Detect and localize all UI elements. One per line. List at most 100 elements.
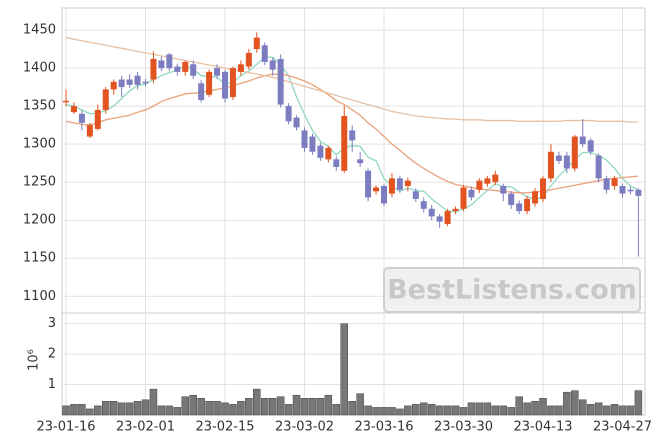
y-tick-label: 1 [48,377,56,392]
candle-body [245,52,252,67]
volume-bar [396,408,404,416]
volume-bar [268,398,277,416]
volume-bar [594,402,603,416]
volume-bar [372,407,380,416]
candle-body [571,136,578,169]
x-tick-label: 23-02-01 [116,420,175,435]
volume-bar [475,402,484,416]
candle-body [277,58,284,105]
candle-body [524,198,531,212]
y-tick-label: 1250 [23,175,56,190]
candle-body [78,113,85,123]
volume-bar [467,402,476,416]
volume-bar [618,405,627,416]
x-tick-label: 23-04-27 [593,420,652,435]
volume-bar [284,404,293,416]
candle-body [237,64,244,72]
volume-bar [213,401,221,416]
candle-body [619,185,626,194]
volume-bar [165,405,174,416]
watermark: BestListens.com [383,267,641,313]
volume-bar [324,394,333,416]
volume-bar [610,404,619,416]
candle-body [86,125,93,137]
x-tick-label: 23-03-16 [354,420,413,435]
volume-bar [332,404,341,416]
candle-body [198,83,205,101]
volume-bar [380,407,388,416]
volume-bar [205,401,213,416]
candle-body [420,201,427,209]
volume-bar [308,398,317,416]
volume-bar [340,323,348,416]
volume-bar [94,405,102,416]
volume-bar [70,404,78,416]
candle-body [134,75,141,85]
volume-bar [515,396,523,416]
volume-bar [507,407,515,416]
x-tick-label: 23-03-02 [275,420,334,435]
candle-body [222,71,228,99]
watermark-box [383,267,641,313]
y-axis-label: 10⁶ [27,349,42,371]
volume-bar [133,401,142,416]
volume-bar [109,401,118,416]
volume-bar [459,407,468,416]
volume-bar [364,405,372,416]
y-tick-label: 3 [48,316,56,331]
candle-body [349,130,356,141]
candle-body [476,180,483,190]
candle-body [492,174,499,183]
candle-body [579,136,586,145]
volume-bar [149,388,158,416]
volume-bar [451,405,460,416]
candle-body [182,62,189,72]
volume-bar [78,404,86,416]
candle-body [452,208,459,212]
volume-bar [181,396,189,416]
volume-bar [404,405,412,416]
candle-body [317,145,324,158]
volume-bar [253,388,261,416]
candle-body [381,185,387,204]
moving-average-line [65,37,639,123]
volume-bar [626,405,635,416]
candle-body [555,155,562,161]
volume-bar [245,398,253,416]
volume-bar [531,401,539,416]
candle-body [285,106,292,122]
volume-bar [571,390,579,416]
candle-body [436,216,443,222]
candle-body [563,155,570,169]
candle-body [373,187,380,192]
volume-bar [316,398,325,416]
volume-bar [483,402,492,416]
volume-bar [197,398,205,416]
candle-body [253,37,260,50]
candle-body [174,66,181,72]
y-tick-label: 1300 [23,137,56,152]
x-tick-label: 23-04-13 [513,420,572,435]
candle-body [94,109,101,129]
y-tick-label: 1150 [23,251,56,266]
candle-body [365,170,372,198]
candle-body [158,60,165,69]
candle-body [118,79,125,88]
candle-body [500,185,507,194]
candle-body [460,187,467,209]
volume-bar [523,402,531,416]
volume-bar [157,405,166,416]
volume-bar [579,399,587,416]
x-tick-label: 23-01-16 [36,420,95,435]
candle-body [412,191,419,199]
candle-body [166,54,173,69]
candle-body [635,189,642,196]
volume-bar [300,398,309,416]
y-tick-label: 2 [48,347,56,362]
candle-body [404,180,411,186]
candle-body [214,68,221,76]
candle-body [126,79,133,85]
volume-bar [102,401,110,416]
candle-body [206,71,213,95]
volume-bar [539,398,547,416]
